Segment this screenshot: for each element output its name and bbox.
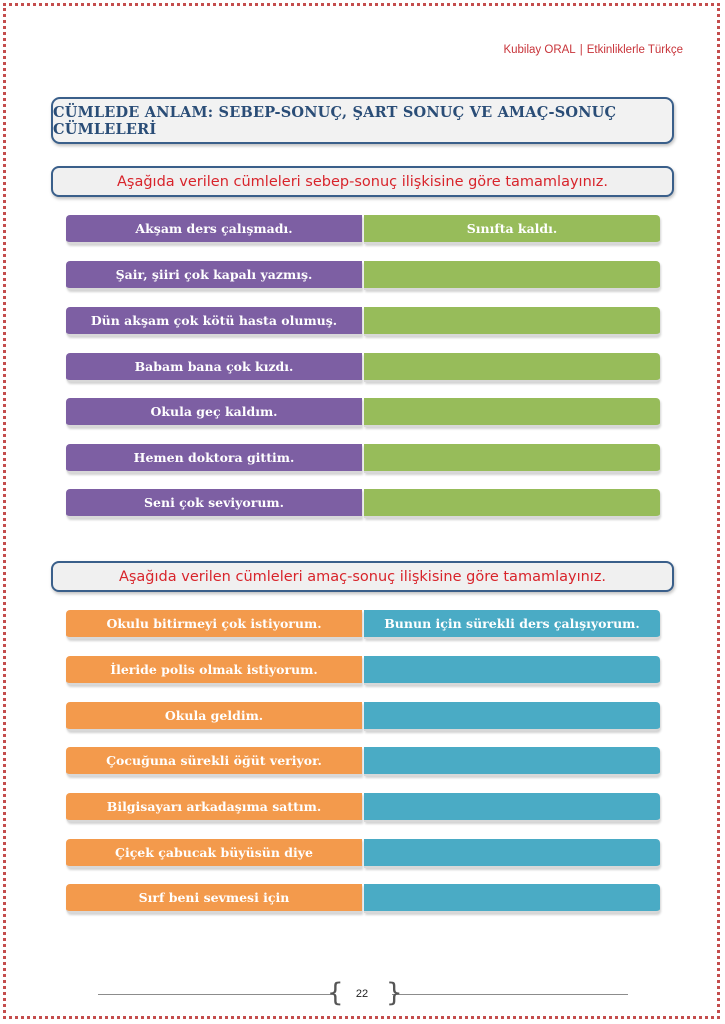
purpose-result-row: Çiçek çabucak büyüsün diye [66,839,661,870]
purpose-cell: Sırf beni sevmesi için [66,884,362,913]
result-answer-field[interactable] [364,839,660,868]
cause-cell: Akşam ders çalışmadı. [66,215,362,244]
purpose-result-row: Çocuğuna sürekli öğüt veriyor. [66,747,661,778]
purpose-cell: Çocuğuna sürekli öğüt veriyor. [66,747,362,776]
effect-answer-field[interactable] [364,353,660,382]
result-answer-field[interactable] [364,747,660,776]
cause-effect-row: Şair, şiiri çok kapalı yazmış. [66,261,661,292]
page-border [3,3,720,1019]
effect-answer-field[interactable] [364,489,660,518]
page-number: 22 [355,988,369,1000]
cause-effect-row: Seni çok seviyorum. [66,489,661,520]
purpose-cell: Okulu bitirmeyi çok istiyorum. [66,610,362,639]
purpose-cell: Çiçek çabucak büyüsün diye [66,839,362,868]
purpose-cell: İleride polis olmak istiyorum. [66,656,362,685]
cause-effect-row: Hemen doktora gittim. [66,444,661,475]
effect-answer-field[interactable] [364,444,660,473]
cause-effect-row: Babam bana çok kızdı. [66,353,661,384]
cause-effect-row: Dün akşam çok kötü hasta olumuş. [66,307,661,338]
section1-instruction-box: Aşağıda verilen cümleleri sebep-sonuç il… [51,166,674,197]
header-separator: | [579,44,583,56]
purpose-result-row: İleride polis olmak istiyorum. [66,656,661,687]
result-answer-field[interactable] [364,793,660,822]
purpose-cell: Okula geldim. [66,702,362,731]
worksheet-title-box: CÜMLEDE ANLAM: SEBEP-SONUÇ, ŞART SONUÇ V… [51,97,674,144]
book-name: Etkinliklerle Türkçe [586,44,683,56]
section1-instruction: Aşağıda verilen cümleleri sebep-sonuç il… [116,173,609,190]
page-header: Kubilay ORAL | Etkinliklerle Türkçe [503,44,683,56]
worksheet-title: CÜMLEDE ANLAM: SEBEP-SONUÇ, ŞART SONUÇ V… [53,103,617,138]
result-cell[interactable]: Bunun için sürekli ders çalışıyorum. [364,610,660,639]
purpose-result-row: Bilgisayarı arkadaşıma sattım. [66,793,661,824]
result-answer-field[interactable] [364,884,660,913]
footer-line-left [98,994,334,995]
cause-cell: Hemen doktora gittim. [66,444,362,473]
result-answer-field[interactable] [364,656,660,685]
cause-cell: Dün akşam çok kötü hasta olumuş. [66,307,362,336]
purpose-result-row: Okula geldim. [66,702,661,733]
cause-cell: Okula geç kaldım. [66,398,362,427]
section2-instruction-box: Aşağıda verilen cümleleri amaç-sonuç ili… [51,561,674,592]
author-name: Kubilay ORAL [503,44,576,56]
footer-line-right [392,994,628,995]
effect-cell[interactable]: Sınıfta kaldı. [364,215,660,244]
purpose-cell: Bilgisayarı arkadaşıma sattım. [66,793,362,822]
purpose-result-row: Okulu bitirmeyi çok istiyorum. Bunun içi… [66,610,661,641]
cause-effect-row: Akşam ders çalışmadı. Sınıfta kaldı. [66,215,661,246]
cause-cell: Seni çok seviyorum. [66,489,362,518]
cause-cell: Babam bana çok kızdı. [66,353,362,382]
left-brace-icon: { [327,978,344,1008]
result-answer-field[interactable] [364,702,660,731]
right-brace-icon: } [386,978,403,1008]
purpose-result-row: Sırf beni sevmesi için [66,884,661,915]
cause-cell: Şair, şiiri çok kapalı yazmış. [66,261,362,290]
effect-answer-field[interactable] [364,398,660,427]
effect-answer-field[interactable] [364,261,660,290]
effect-answer-field[interactable] [364,307,660,336]
section2-instruction: Aşağıda verilen cümleleri amaç-sonuç ili… [118,568,607,585]
cause-effect-row: Okula geç kaldım. [66,398,661,429]
